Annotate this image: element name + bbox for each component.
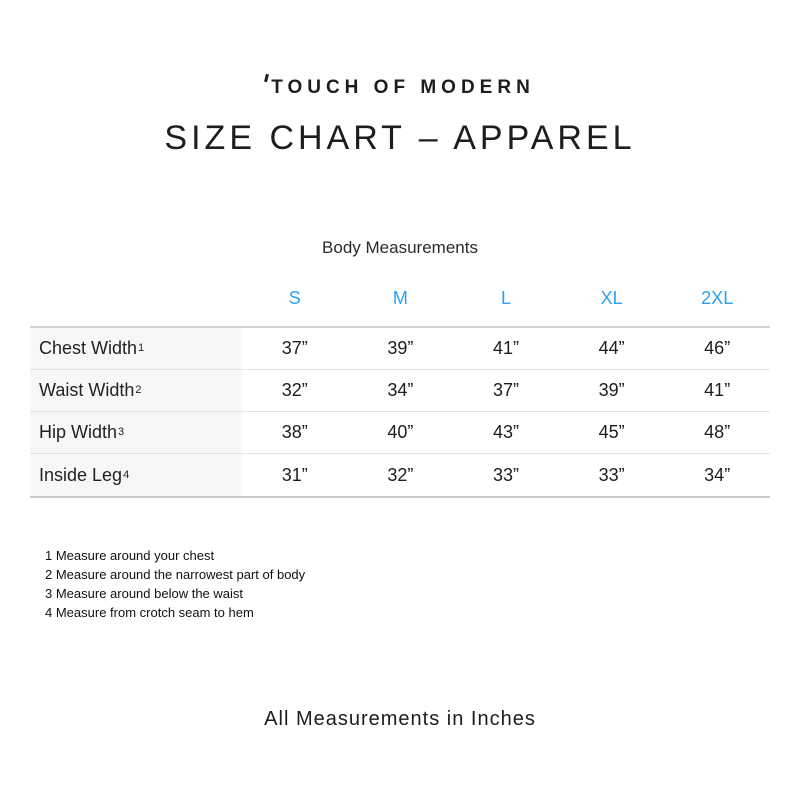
cell-value: 40” (387, 422, 414, 442)
cell-value: 37” (281, 338, 308, 358)
size-header-row: S M L XL 2XL (30, 288, 770, 326)
cell-value: 39” (387, 338, 414, 358)
cell-value: 33” (598, 464, 625, 485)
page-title: SIZE CHART – APPAREL (164, 119, 636, 157)
table-row-chest-width: Chest Width 1 37” 39” 41” 44” 46” (30, 328, 770, 370)
cell-value: 34” (704, 464, 731, 485)
row-label: Inside Leg 4 (30, 454, 242, 496)
cell-value: 46” (704, 338, 731, 358)
cell-value: 34” (387, 380, 414, 400)
brand-logo-text: TOUCH OF MODERN (271, 77, 535, 98)
row-label: Chest Width 1 (30, 328, 242, 369)
size-header-l: L (500, 288, 511, 308)
size-chart-table: S M L XL 2XL Chest Width 1 37” 39” 41” 44… (30, 288, 770, 498)
row-label-text: Waist Width (39, 380, 135, 400)
cell-value: 37” (492, 380, 519, 400)
row-label-text: Hip Width (39, 422, 118, 442)
size-header-s: S (288, 288, 301, 308)
footnote-2: 2 Measure around the narrowest part of b… (45, 567, 306, 582)
cell-value: 38” (281, 422, 308, 442)
footnote-4: 4 Measure from crotch seam to hem (45, 605, 254, 620)
table-caption: Body Measurements (322, 238, 478, 257)
cell-value: 33” (492, 464, 519, 485)
cell-value: 41” (492, 338, 519, 358)
footnote-ref: 1 (138, 342, 145, 354)
footnote-ref: 2 (135, 384, 142, 396)
footnote-ref: 3 (118, 426, 125, 438)
footnote-1: 1 Measure around your chest (45, 548, 215, 563)
size-header-m: M (392, 288, 408, 308)
cell-value: 48” (704, 422, 731, 442)
table-row-hip-width: Hip Width 3 38” 40” 43” 45” 48” (30, 412, 770, 454)
cell-value: 31” (281, 464, 308, 485)
cell-value: 44” (598, 338, 625, 358)
row-label: Waist Width 2 (30, 370, 242, 411)
cell-value: 39” (598, 380, 625, 400)
footnotes: 1 Measure around your chest 2 Measure ar… (45, 546, 800, 622)
row-label-text: Chest Width (39, 338, 138, 358)
footnote-ref: 4 (123, 468, 130, 481)
size-header-xl: XL (600, 288, 623, 308)
cell-value: 43” (492, 422, 519, 442)
measurements-table-body: Chest Width 1 37” 39” 41” 44” 46” Waist W… (30, 326, 770, 498)
cell-value: 45” (598, 422, 625, 442)
cell-value: 41” (704, 380, 731, 400)
logo-tick-icon (264, 73, 270, 83)
table-row-waist-width: Waist Width 2 32” 34” 37” 39” 41” (30, 370, 770, 412)
table-row-inside-leg: Inside Leg 4 31” 32” 33” 33” 34” (30, 454, 770, 496)
cell-value: 32” (387, 464, 414, 485)
brand-logo: TOUCH OF MODERN (0, 73, 800, 99)
size-header-2xl: 2XL (701, 288, 734, 308)
row-label: Hip Width 3 (30, 412, 242, 453)
footer-note: All Measurements in Inches (264, 708, 536, 730)
row-label-text: Inside Leg (39, 464, 123, 485)
footnote-3: 3 Measure around below the waist (45, 586, 244, 601)
cell-value: 32” (281, 380, 308, 400)
